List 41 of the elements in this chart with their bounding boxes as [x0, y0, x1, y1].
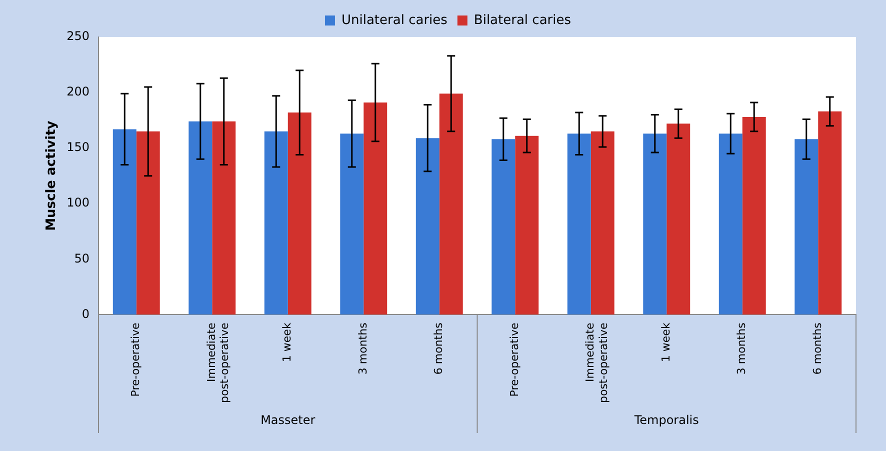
bar	[288, 112, 312, 315]
bar	[212, 121, 236, 315]
bar	[794, 139, 818, 315]
bar	[416, 138, 440, 315]
y-tick-label: 100	[66, 196, 90, 210]
x-tick-label: Pre-operative	[129, 322, 142, 397]
x-tick-label: 6 months	[810, 322, 824, 375]
bar	[188, 121, 212, 315]
bar	[567, 134, 591, 315]
bar	[818, 111, 842, 315]
bar	[643, 134, 667, 315]
bar	[742, 116, 766, 315]
bar	[590, 131, 614, 315]
x-tick-label: 6 months	[432, 322, 446, 375]
text: Temporalis	[633, 413, 699, 428]
x-tick-label: Immediate post-operative	[204, 322, 232, 404]
x-tick-label: 3 months	[356, 322, 370, 375]
y-axis-title: Muscle activity	[44, 120, 60, 231]
bar	[364, 102, 388, 315]
bar	[515, 136, 539, 315]
y-tick-label: 0	[82, 306, 90, 321]
bar	[439, 94, 463, 315]
x-tick-label: 1 week	[659, 322, 672, 362]
x-tick-label: Immediate post-operative	[584, 322, 610, 404]
y-tick-label: 50	[74, 251, 90, 266]
y-tick-label: 150	[66, 140, 90, 154]
bar	[112, 129, 136, 315]
legend-label: Unilateral caries	[341, 12, 448, 28]
x-tick-label: 1 week	[280, 322, 294, 362]
x-tick-label: 3 months	[735, 322, 748, 375]
x-tick-label: Pre-operative	[508, 322, 521, 397]
y-tick-label: 200	[66, 84, 90, 99]
bar	[264, 131, 288, 315]
bar	[136, 131, 160, 315]
legend-label: Bilateral caries	[474, 12, 572, 28]
text: Masseter	[260, 413, 316, 428]
y-tick-label: 250	[66, 29, 90, 44]
bar	[718, 134, 742, 315]
bar	[492, 139, 516, 315]
bar	[340, 134, 364, 315]
bar	[666, 124, 690, 315]
